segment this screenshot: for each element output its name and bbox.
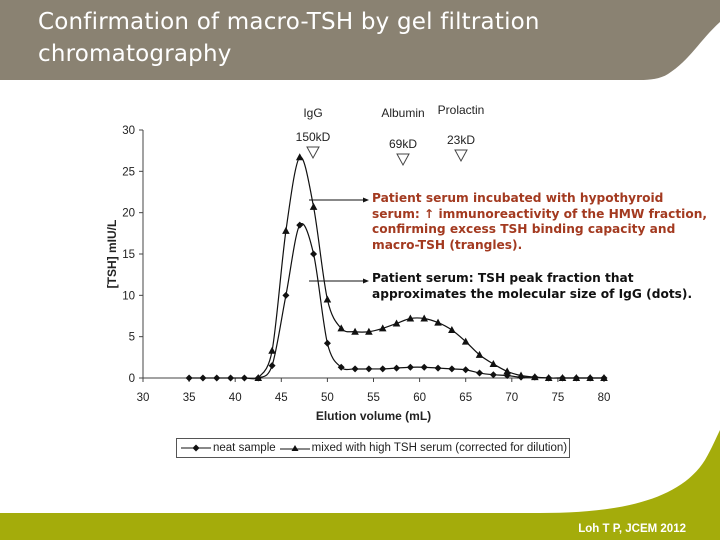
x-tick-label: 65 [459,392,472,404]
x-tick-label: 50 [321,392,334,404]
x-tick-label: 80 [598,392,611,404]
y-tick-label: 25 [122,166,135,178]
triangle-marker-icon [600,374,608,381]
triangle-marker-icon [489,359,498,367]
x-tick-label: 75 [552,392,565,404]
down-triangle-marker-icon [396,153,410,167]
diamond-marker-icon [323,339,331,347]
diamond-marker-icon [282,291,290,299]
chart-legend: neat sample mixed with high TSH serum (c… [176,438,570,458]
triangle-line-icon [279,445,310,451]
diamond-marker-icon [296,221,304,229]
y-axis-label: [TSH] mIU/L [105,220,119,289]
triangle-marker-icon [572,374,581,381]
diamond-marker-icon [227,374,235,382]
triangle-marker-icon [392,319,401,327]
x-tick-label: 70 [505,392,518,404]
y-tick-label: 0 [129,373,135,385]
marker-name-igg: IgG [303,106,323,120]
diamond-marker-icon [462,366,470,374]
diamond-marker-icon [365,365,373,373]
diamond-marker-icon [268,362,276,370]
triangle-marker-icon [448,326,456,334]
x-tick-label: 35 [183,392,196,404]
diamond-marker-icon [185,374,193,382]
triangle-marker-icon [365,327,373,335]
triangle-marker-icon [268,346,276,354]
diamond-marker-icon [351,365,359,373]
triangle-marker-icon [378,324,387,332]
x-tick-label: 30 [137,392,150,404]
diamond-marker-icon [213,374,221,382]
legend-item-neat: neat sample [181,442,276,454]
diamond-line-icon [181,444,211,452]
x-tick-label: 45 [275,392,288,404]
marker-name-prolactin: Prolactin [437,103,485,117]
diamond-marker-icon [406,363,414,371]
diamond-marker-icon [379,365,387,373]
triangle-marker-icon [295,153,304,161]
triangle-marker-icon [475,350,484,358]
diamond-marker-icon [434,364,442,372]
citation: Loh T P, JCEM 2012 [578,523,686,535]
arrowhead-icon [363,197,369,203]
marker-size-prolactin: 23kD [446,133,475,147]
y-tick-label: 15 [122,249,135,261]
triangle-marker-icon [434,318,442,326]
legend-label-mixed: mixed with high TSH serum (corrected for… [311,442,568,454]
slide-footer: Loh T P, JCEM 2012 [0,430,720,540]
triangle-marker-icon [406,314,415,322]
x-tick-label: 60 [413,392,426,404]
diamond-marker-icon [489,371,497,379]
triangle-marker-icon [254,374,263,381]
x-axis-label: Elution volume (mL) [316,409,431,423]
triangle-marker-icon [517,371,525,379]
triangle-marker-icon [282,226,290,234]
down-triangle-marker-icon [454,149,468,163]
x-tick-label: 55 [367,392,380,404]
y-tick-label: 20 [122,208,135,220]
diamond-marker-icon [448,365,456,373]
triangle-marker-icon [503,367,511,375]
legend-label-neat: neat sample [213,442,276,454]
diamond-marker-icon [310,250,318,258]
triangle-marker-icon [337,324,346,332]
triangle-marker-icon [531,373,539,381]
slide-header: Confirmation of macro-TSH by gel filtrat… [0,0,720,80]
triangle-marker-icon [461,337,470,345]
triangles-annotation: Patient serum incubated with hypothyroid… [372,191,708,252]
arrowhead-icon [363,278,369,284]
y-tick-label: 30 [122,125,135,137]
triangle-marker-icon [351,327,359,335]
down-triangle-marker-icon [306,146,320,160]
diamond-marker-icon [476,369,484,377]
triangle-marker-icon [309,202,318,210]
diamond-marker-icon [393,364,401,372]
footer-background [0,430,720,540]
diamond-marker-icon [420,363,428,371]
slide-title: Confirmation of macro-TSH by gel filtrat… [38,9,540,67]
triangle-marker-icon [544,374,553,381]
diamond-marker-icon [199,374,207,382]
header-background [0,0,720,80]
triangle-marker-icon [558,374,567,381]
y-tick-label: 5 [129,332,135,344]
dots-annotation: Patient serum: TSH peak fraction that ap… [372,271,693,301]
diamond-marker-icon [240,374,248,382]
x-tick-label: 40 [229,392,242,404]
marker-size-igg: 150kD [295,130,331,144]
y-tick-label: 10 [122,290,135,302]
triangle-marker-icon [586,374,594,381]
marker-name-albumin: Albumin [381,106,425,120]
marker-size-albumin: 69kD [388,137,417,151]
triangle-marker-icon [323,295,332,303]
triangle-marker-icon [420,314,429,322]
diamond-marker-icon [337,363,345,371]
legend-item-mixed: mixed with high TSH serum (corrected for… [279,442,568,454]
